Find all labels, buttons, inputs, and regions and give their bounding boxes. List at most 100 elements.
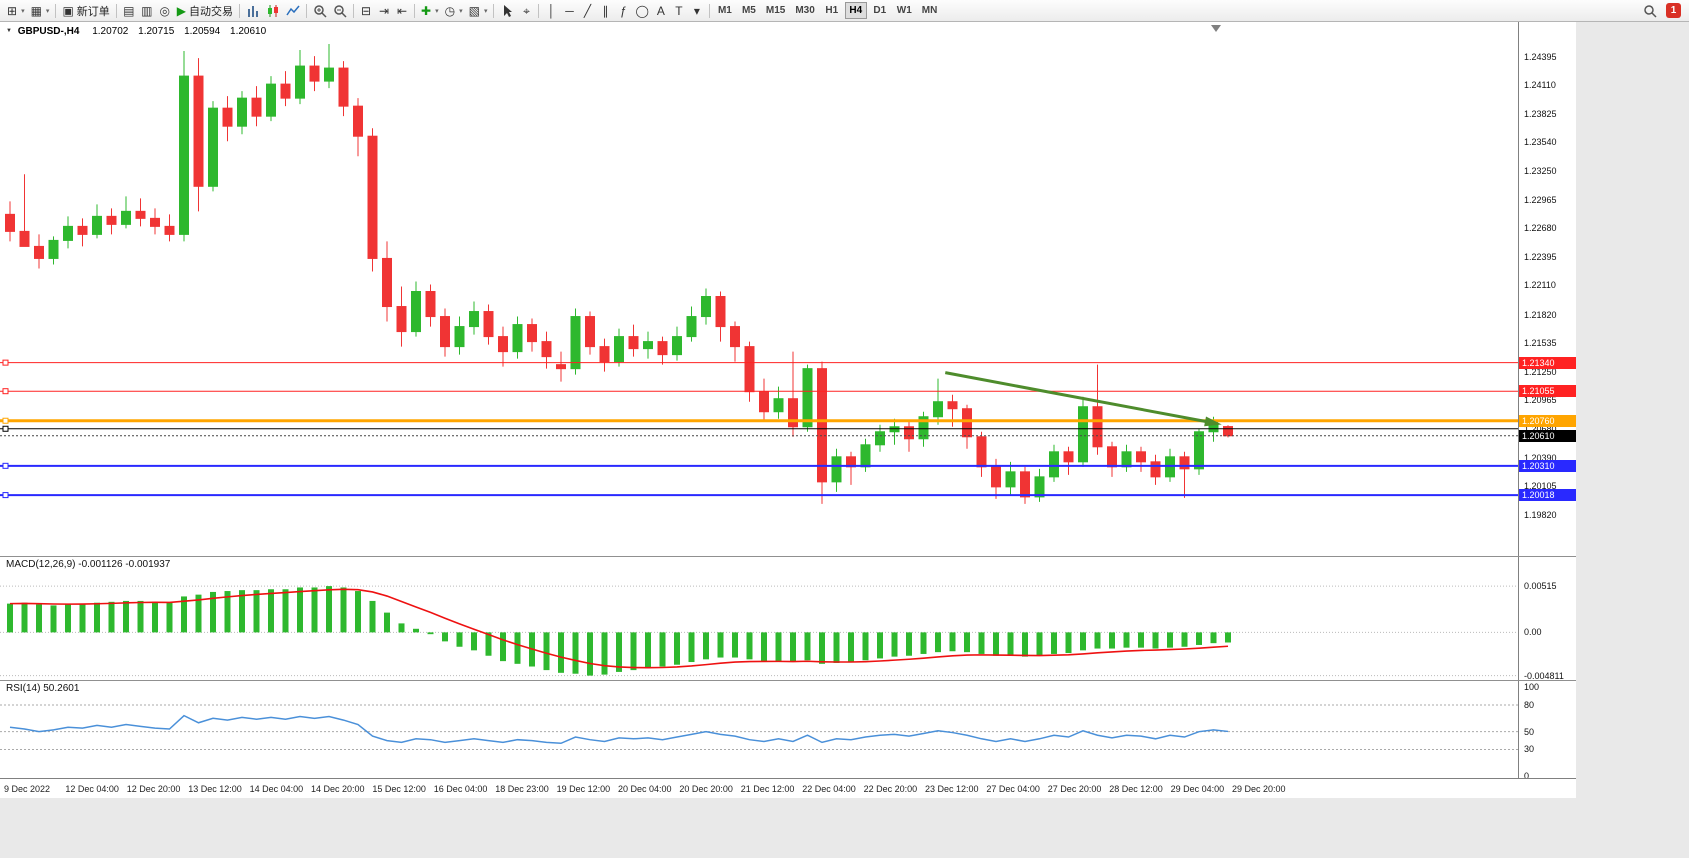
toolbar-separator bbox=[414, 3, 416, 18]
time-axis-label: 19 Dec 12:00 bbox=[556, 784, 611, 794]
axis-tick: 1.23540 bbox=[1524, 137, 1557, 148]
axis-tick: 0.00 bbox=[1524, 627, 1542, 638]
data-window-icon: ▥ bbox=[141, 3, 153, 18]
objects-dropdown-button[interactable]: ▾ bbox=[688, 2, 706, 20]
zoom-in-icon bbox=[314, 4, 327, 18]
axis-tick: 100 bbox=[1524, 682, 1540, 693]
hline-anchor bbox=[2, 492, 9, 499]
indicators-icon: ✚ bbox=[421, 3, 432, 18]
arrows-button[interactable]: A bbox=[652, 2, 670, 20]
time-axis-label: 27 Dec 20:00 bbox=[1047, 784, 1102, 794]
time-axis[interactable]: 9 Dec 2022 12 Dec 04:00 12 Dec 20:00 13 Dec… bbox=[0, 778, 1576, 798]
tile-windows-button[interactable]: ⊟ bbox=[357, 2, 375, 20]
timeframe-mn-button[interactable]: MN bbox=[921, 5, 938, 16]
axis-tick: 1.22680 bbox=[1524, 223, 1557, 234]
axis-tick: 50 bbox=[1524, 726, 1535, 737]
rsi-pane[interactable] bbox=[0, 680, 1518, 778]
toolbar: ⊞ ▾ ▦ ▾ ▣ 新订单 ▤ ▥ ◎ ▶ 自动交易 ⊟ ⇥ ⇤ ✚ ▾ ◷ ▾ ▧ ▾ ⌖ │ ─ ╱ ∥ ƒ ◯ A T ▾ M1 M5 M… bbox=[0, 0, 1689, 22]
time-axis-label: 12 Dec 04:00 bbox=[65, 784, 119, 794]
symbol-title: GBPUSD-,H4 bbox=[17, 26, 80, 37]
timeframe-m30-button[interactable]: M30 bbox=[795, 5, 815, 16]
time-axis-label: 16 Dec 04:00 bbox=[433, 784, 488, 794]
vertical-line-button[interactable]: │ bbox=[542, 2, 560, 20]
zoom-out-icon bbox=[334, 4, 347, 18]
profiles-icon: ▦ bbox=[30, 3, 42, 18]
time-axis-label: 22 Dec 04:00 bbox=[802, 784, 856, 794]
time-axis-label: 23 Dec 12:00 bbox=[925, 784, 979, 794]
tile-windows-icon: ⊟ bbox=[360, 3, 372, 18]
auto-scroll-button[interactable]: ⇥ bbox=[375, 2, 393, 20]
timeframe-w1-button[interactable]: W1 bbox=[896, 5, 912, 16]
timeframe-h1-button[interactable]: H1 bbox=[825, 5, 839, 16]
new-order-icon: ▣ bbox=[62, 3, 74, 18]
fibonacci-button[interactable]: ƒ bbox=[614, 2, 632, 20]
price-tag: 1.20610 bbox=[1519, 429, 1576, 442]
axis-tick: 1.20965 bbox=[1524, 395, 1557, 406]
timeframe-m5-button[interactable]: M5 bbox=[741, 5, 756, 16]
trend-arrow-object[interactable] bbox=[944, 371, 1222, 427]
search-button[interactable] bbox=[1640, 2, 1660, 20]
horizontal-line-button[interactable]: ─ bbox=[560, 2, 578, 20]
macd-signal-line bbox=[9, 588, 1229, 669]
chart-shift-button[interactable]: ⇤ bbox=[393, 2, 411, 20]
data-window-button[interactable]: ▥ bbox=[138, 2, 156, 20]
time-axis-label: 13 Dec 12:00 bbox=[188, 784, 242, 794]
macd-pane[interactable] bbox=[0, 556, 1518, 680]
indicators-button[interactable]: ✚ ▾ bbox=[418, 2, 442, 20]
toolbar-separator bbox=[708, 3, 710, 18]
strategy-tester-button[interactable]: ◎ bbox=[156, 2, 174, 20]
dropdown-caret-icon: ▾ bbox=[435, 7, 439, 15]
rsi-line bbox=[9, 714, 1229, 745]
profiles-button[interactable]: ▦ ▾ bbox=[28, 2, 53, 20]
bar-chart-button[interactable] bbox=[243, 2, 263, 20]
new-order-button[interactable]: ▣ 新订单 bbox=[59, 2, 112, 20]
toolbar-separator bbox=[239, 3, 241, 18]
price-tag: 1.21055 bbox=[1519, 385, 1576, 398]
axis-tick: 80 bbox=[1524, 699, 1535, 710]
toolbar-right: 1 bbox=[1640, 2, 1681, 20]
timeframe-h4-button[interactable]: H4 bbox=[844, 2, 867, 19]
auto-trading-button[interactable]: ▶ 自动交易 bbox=[174, 2, 236, 20]
chart-header: ▼ GBPUSD-,H4 1.20702 1.20715 1.20594 1.2… bbox=[6, 26, 273, 37]
candlestick-chart-button[interactable] bbox=[263, 2, 283, 20]
timeframe-m15-button[interactable]: M15 bbox=[765, 5, 786, 16]
periods-button[interactable]: ◷ ▾ bbox=[442, 2, 466, 20]
pane-separator[interactable] bbox=[0, 556, 1576, 557]
new-chart-button[interactable]: ⊞ ▾ bbox=[4, 2, 28, 20]
auto-scroll-icon: ⇥ bbox=[378, 3, 390, 18]
toolbar-separator bbox=[306, 3, 308, 18]
notification-badge[interactable]: 1 bbox=[1666, 3, 1681, 18]
time-axis-label: 15 Dec 12:00 bbox=[372, 784, 426, 794]
time-axis-label: 27 Dec 04:00 bbox=[986, 784, 1040, 794]
candles-series bbox=[5, 44, 1233, 504]
price-axis[interactable]: 1.24395 1.24110 1.23825 1.23540 1.23250 1.229… bbox=[1518, 22, 1576, 781]
price-tag: 1.20760 bbox=[1519, 414, 1576, 427]
rsi-label: RSI(14) 50.2601 bbox=[6, 683, 80, 694]
shapes-button[interactable]: ◯ bbox=[632, 2, 651, 20]
crosshair-button[interactable]: ⌖ bbox=[517, 2, 535, 20]
templates-button[interactable]: ▧ ▾ bbox=[466, 2, 491, 20]
objects-dropdown-icon: ▾ bbox=[693, 3, 700, 18]
time-axis-label: 14 Dec 04:00 bbox=[249, 784, 304, 794]
time-axis-label: 12 Dec 20:00 bbox=[126, 784, 181, 794]
pane-separator[interactable] bbox=[0, 680, 1576, 681]
channel-button[interactable]: ∥ bbox=[596, 2, 614, 20]
line-chart-button[interactable] bbox=[283, 2, 303, 20]
price-tag: 1.20310 bbox=[1519, 459, 1576, 472]
zoom-out-button[interactable] bbox=[330, 2, 350, 20]
axis-tick: 1.23250 bbox=[1524, 166, 1557, 177]
text-button[interactable]: T bbox=[670, 2, 688, 20]
ohlc-low: 1.20594 bbox=[184, 26, 221, 37]
arrows-icon: A bbox=[656, 3, 665, 18]
price-pane[interactable] bbox=[0, 22, 1518, 556]
macd-histogram bbox=[7, 586, 1231, 676]
timeframe-d1-button[interactable]: D1 bbox=[873, 5, 887, 16]
toolbar-separator bbox=[55, 3, 57, 18]
market-watch-button[interactable]: ▤ bbox=[120, 2, 138, 20]
trendline-button[interactable]: ╱ bbox=[578, 2, 596, 20]
cursor-button[interactable] bbox=[497, 2, 517, 20]
timeframe-m1-button[interactable]: M1 bbox=[717, 5, 732, 16]
chart-window: ▼ GBPUSD-,H4 1.20702 1.20715 1.20594 1.2… bbox=[0, 22, 1576, 798]
zoom-in-button[interactable] bbox=[310, 2, 330, 20]
axis-tick: 1.21820 bbox=[1524, 309, 1557, 320]
